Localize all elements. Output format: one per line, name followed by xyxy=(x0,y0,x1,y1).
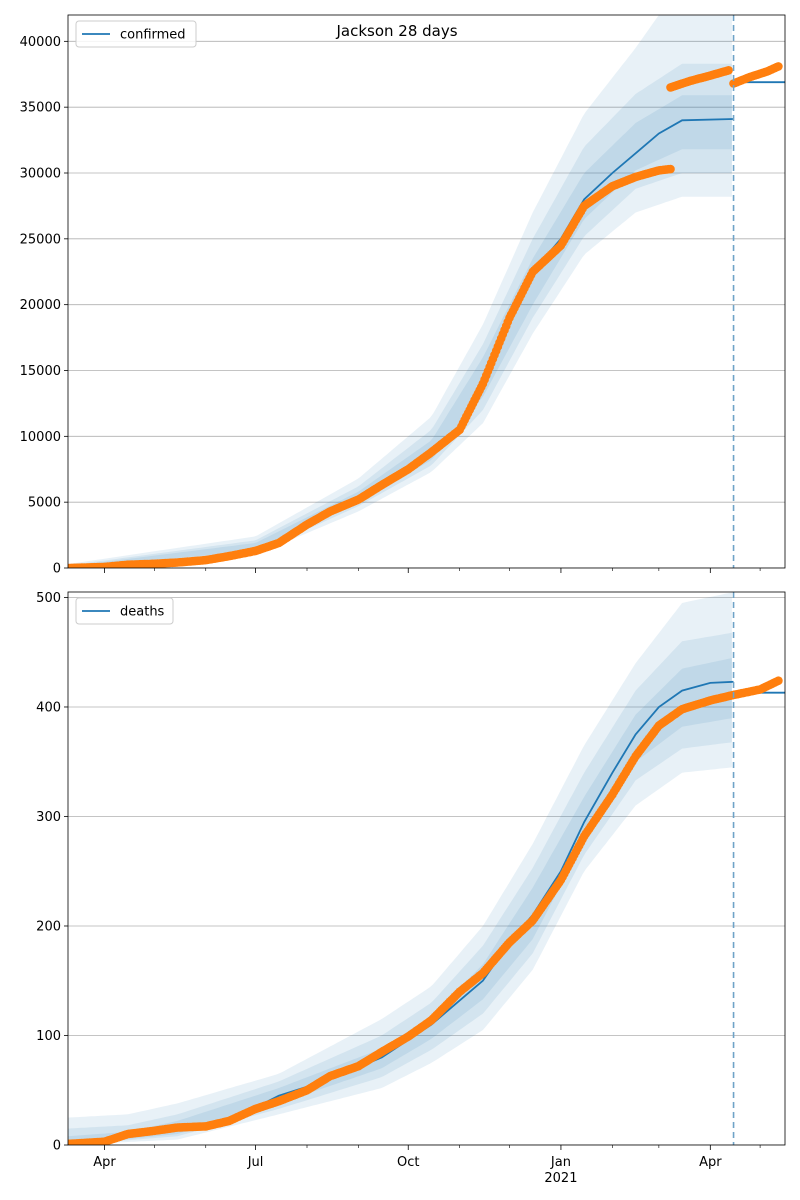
confirmed-legend-box xyxy=(75,20,197,48)
confirmed-plot-area xyxy=(68,15,785,568)
deaths-uncertainty-band-3 xyxy=(68,658,732,1145)
deaths-legend-label: deaths xyxy=(120,605,165,620)
deaths-x-tick-label: Jan xyxy=(550,1155,571,1170)
confirmed-y-tick-label: 20000 xyxy=(20,298,61,313)
confirmed-axes-frame xyxy=(67,14,786,569)
deaths-uncertainty-band-1 xyxy=(68,592,732,1145)
confirmed-panel: 0 5000 10000 15000 20000 25000 30000 35000 40000… xyxy=(20,14,786,577)
deaths-y-tick-label: 300 xyxy=(36,810,61,825)
deaths-x-tick-label: Jul xyxy=(247,1155,264,1170)
confirmed-y-tick-label: 40000 xyxy=(20,35,61,50)
confirmed-uncertainty-band-2 xyxy=(68,63,732,568)
confirmed-y-tick-label: 5000 xyxy=(28,496,61,511)
deaths-x-tick-label: Oct xyxy=(397,1155,419,1170)
confirmed-y-tick-label: 25000 xyxy=(20,232,61,247)
confirmed-y-tick-label: 30000 xyxy=(20,167,61,182)
deaths-x-tick-label: Apr xyxy=(93,1155,116,1170)
confirmed-y-tick-label: 35000 xyxy=(20,101,61,116)
confirmed-observed-point xyxy=(724,66,733,75)
confirmed-y-tick-label: 10000 xyxy=(20,430,61,445)
deaths-legend-box xyxy=(75,597,174,625)
confirmed-observed-point xyxy=(774,62,783,71)
deaths-x-tick-sublabel: 2021 xyxy=(544,1171,577,1186)
confirmed-y-tick-label: 15000 xyxy=(20,364,61,379)
confirmed-legend-label: confirmed xyxy=(120,28,186,43)
deaths-y-tick-label: 100 xyxy=(36,1029,61,1044)
deaths-axes-frame xyxy=(67,591,786,1146)
deaths-y-tick-label: 500 xyxy=(36,591,61,606)
deaths-y-tick-label: 400 xyxy=(36,700,61,715)
deaths-y-tick-label: 0 xyxy=(53,1139,61,1154)
deaths-observed-point xyxy=(774,676,783,685)
figure-title: Jackson 28 days xyxy=(335,22,457,40)
confirmed-observed-point xyxy=(666,164,675,174)
confirmed-uncertainty-band-3 xyxy=(68,95,732,568)
deaths-x-tick-label: Apr xyxy=(699,1155,722,1170)
confirmed-y-tick-label: 0 xyxy=(53,562,61,577)
deaths-y-tick-label: 200 xyxy=(36,919,61,934)
confirmed-uncertainty-band-1 xyxy=(68,15,732,568)
deaths-plot-area xyxy=(68,592,785,1145)
